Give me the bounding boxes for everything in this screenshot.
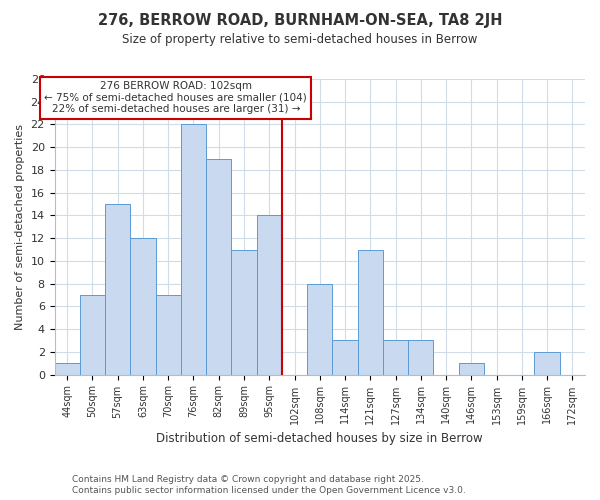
- Bar: [257, 216, 282, 374]
- Bar: [307, 284, 332, 374]
- Bar: [55, 363, 80, 374]
- Bar: [105, 204, 130, 374]
- Bar: [130, 238, 155, 374]
- Bar: [383, 340, 408, 374]
- Bar: [181, 124, 206, 374]
- Bar: [408, 340, 433, 374]
- Bar: [535, 352, 560, 374]
- Bar: [358, 250, 383, 374]
- Text: 276, BERROW ROAD, BURNHAM-ON-SEA, TA8 2JH: 276, BERROW ROAD, BURNHAM-ON-SEA, TA8 2J…: [98, 12, 502, 28]
- Bar: [332, 340, 358, 374]
- Bar: [80, 295, 105, 374]
- Bar: [458, 363, 484, 374]
- Text: 276 BERROW ROAD: 102sqm
← 75% of semi-detached houses are smaller (104)
22% of s: 276 BERROW ROAD: 102sqm ← 75% of semi-de…: [44, 82, 307, 114]
- Text: Contains HM Land Registry data © Crown copyright and database right 2025.: Contains HM Land Registry data © Crown c…: [72, 475, 424, 484]
- Bar: [206, 158, 232, 374]
- Y-axis label: Number of semi-detached properties: Number of semi-detached properties: [15, 124, 25, 330]
- Text: Size of property relative to semi-detached houses in Berrow: Size of property relative to semi-detach…: [122, 32, 478, 46]
- Bar: [155, 295, 181, 374]
- Bar: [232, 250, 257, 374]
- Text: Contains public sector information licensed under the Open Government Licence v3: Contains public sector information licen…: [72, 486, 466, 495]
- X-axis label: Distribution of semi-detached houses by size in Berrow: Distribution of semi-detached houses by …: [157, 432, 483, 445]
